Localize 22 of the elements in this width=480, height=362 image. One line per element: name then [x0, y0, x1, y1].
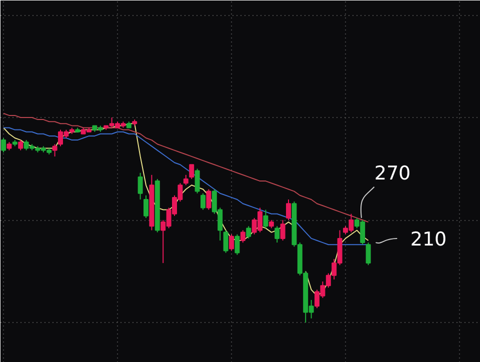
candlestick — [223, 230, 228, 254]
candlestick — [366, 242, 371, 266]
candlestick — [1, 138, 6, 153]
candlestick — [280, 220, 286, 241]
candlestick — [183, 174, 188, 186]
candlestick — [206, 188, 212, 210]
candlestick — [52, 144, 58, 157]
candlestick — [246, 226, 252, 239]
candlestick — [263, 209, 268, 229]
candlestick — [240, 230, 246, 244]
candlestick — [144, 194, 148, 218]
candlestick — [274, 226, 280, 244]
candlestick — [200, 192, 206, 210]
text: 270 — [374, 162, 411, 184]
candlestick — [229, 234, 234, 252]
candlestick — [18, 140, 24, 151]
candlestick — [234, 234, 240, 256]
candlestick — [286, 199, 291, 220]
text: 210 — [410, 228, 447, 250]
candlestick — [138, 172, 143, 200]
candlestick — [194, 168, 200, 194]
candlestick — [189, 164, 194, 180]
